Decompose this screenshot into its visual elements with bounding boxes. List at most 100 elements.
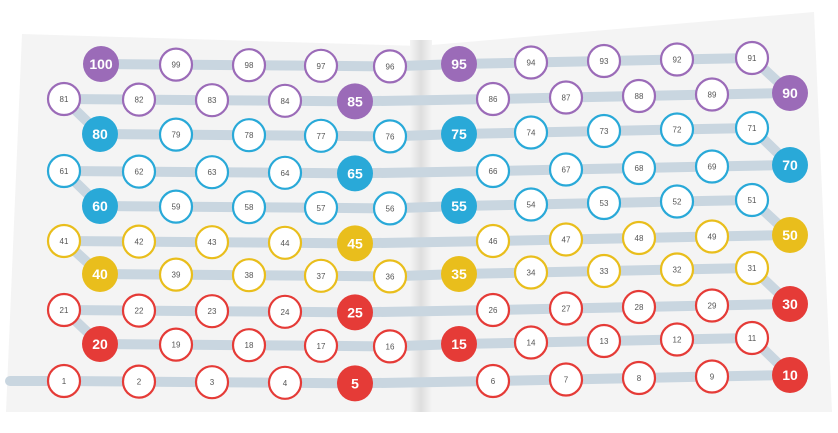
number-circle-58: 58 <box>231 190 267 225</box>
circle-shape <box>267 365 303 400</box>
circle-shape <box>475 363 511 399</box>
circle-number-label: 14 <box>527 339 536 348</box>
circle-shape <box>372 329 408 364</box>
circle-shape <box>586 43 622 79</box>
circle-shape <box>734 40 770 76</box>
number-circle-94: 94 <box>513 45 549 80</box>
circle-number-label: 79 <box>172 131 181 140</box>
circle-shape <box>372 119 408 154</box>
circle-shape <box>694 219 730 254</box>
circle-shape <box>586 253 622 289</box>
circle-shape <box>772 147 808 183</box>
circle-number-label: 59 <box>172 203 181 212</box>
circle-shape <box>659 322 695 357</box>
milestone-number-5: 5 <box>337 365 373 402</box>
number-circle-4: 4 <box>267 365 303 400</box>
milestone-number-90: 90 <box>772 75 808 111</box>
circle-number-label: 76 <box>386 132 395 141</box>
number-circle-39: 39 <box>158 257 194 292</box>
circle-shape <box>694 359 730 394</box>
circle-shape <box>337 225 373 262</box>
milestone-number-20: 20 <box>82 326 118 362</box>
number-circle-31: 31 <box>734 250 770 286</box>
circle-shape <box>694 149 730 184</box>
circle-number-label: 75 <box>451 126 467 142</box>
circle-shape <box>231 190 267 225</box>
number-circle-12: 12 <box>659 322 695 357</box>
number-circle-67: 67 <box>548 152 584 187</box>
circle-number-label: 22 <box>135 307 144 316</box>
circle-shape <box>441 326 477 362</box>
circle-number-label: 33 <box>600 267 609 276</box>
number-circle-84: 84 <box>267 83 303 118</box>
number-circle-57: 57 <box>303 190 339 225</box>
milestone-number-15: 15 <box>441 326 477 362</box>
circle-number-label: 54 <box>527 201 536 210</box>
circle-number-label: 64 <box>281 169 290 178</box>
milestone-number-35: 35 <box>441 256 477 292</box>
circle-number-label: 2 <box>137 378 142 387</box>
circle-shape <box>586 323 622 359</box>
circle-number-label: 70 <box>782 157 798 173</box>
milestone-number-55: 55 <box>441 188 477 224</box>
circle-shape <box>513 115 549 150</box>
circle-shape <box>46 223 82 259</box>
number-circle-36: 36 <box>372 259 408 294</box>
circle-shape <box>303 118 339 153</box>
number-circle-37: 37 <box>303 258 339 293</box>
circle-shape <box>548 222 584 257</box>
circle-shape <box>303 258 339 293</box>
number-circle-11: 11 <box>734 320 770 356</box>
circle-shape <box>621 78 657 114</box>
circle-number-label: 30 <box>782 296 798 312</box>
circle-number-label: 41 <box>60 237 69 246</box>
circle-number-label: 4 <box>283 379 288 388</box>
circle-number-label: 63 <box>208 168 217 177</box>
number-circle-24: 24 <box>267 294 303 329</box>
circle-shape <box>621 150 657 186</box>
circle-shape <box>267 294 303 329</box>
circle-number-label: 5 <box>351 375 359 391</box>
circle-number-label: 34 <box>527 269 536 278</box>
circle-number-label: 37 <box>317 272 326 281</box>
circle-number-label: 56 <box>386 204 395 213</box>
number-circle-98: 98 <box>231 48 267 83</box>
circle-number-label: 50 <box>782 227 798 243</box>
circle-shape <box>194 83 230 118</box>
circle-number-label: 73 <box>600 127 609 136</box>
number-circle-19: 19 <box>158 327 194 362</box>
circle-number-label: 58 <box>245 203 254 212</box>
number-circle-93: 93 <box>586 43 622 79</box>
milestone-number-75: 75 <box>441 116 477 152</box>
circle-number-label: 19 <box>172 341 181 350</box>
circle-shape <box>694 288 730 323</box>
milestone-number-30: 30 <box>772 286 808 322</box>
circle-number-label: 93 <box>600 57 609 66</box>
circle-shape <box>194 365 230 400</box>
milestone-number-50: 50 <box>772 217 808 253</box>
number-circle-86: 86 <box>475 81 511 117</box>
circle-number-label: 7 <box>564 376 569 385</box>
number-circle-46: 46 <box>475 223 511 259</box>
circle-number-label: 53 <box>600 199 609 208</box>
circle-number-label: 67 <box>562 166 571 175</box>
circle-shape <box>82 256 118 292</box>
circle-shape <box>475 223 511 259</box>
number-circle-64: 64 <box>267 155 303 190</box>
number-circle-72: 72 <box>659 112 695 147</box>
number-circle-32: 32 <box>659 252 695 287</box>
circle-number-label: 91 <box>748 54 757 63</box>
milestone-number-70: 70 <box>772 147 808 183</box>
circle-number-label: 55 <box>451 198 467 214</box>
number-circle-27: 27 <box>548 291 584 326</box>
number-circle-83: 83 <box>194 83 230 118</box>
number-circle-68: 68 <box>621 150 657 186</box>
circle-number-label: 9 <box>710 373 715 382</box>
number-circle-71: 71 <box>734 110 770 146</box>
circle-number-label: 96 <box>386 62 395 71</box>
number-circle-1: 1 <box>46 363 82 399</box>
number-circle-6: 6 <box>475 363 511 399</box>
circle-shape <box>121 224 157 259</box>
milestone-number-40: 40 <box>82 256 118 292</box>
number-circle-51: 51 <box>734 182 770 218</box>
